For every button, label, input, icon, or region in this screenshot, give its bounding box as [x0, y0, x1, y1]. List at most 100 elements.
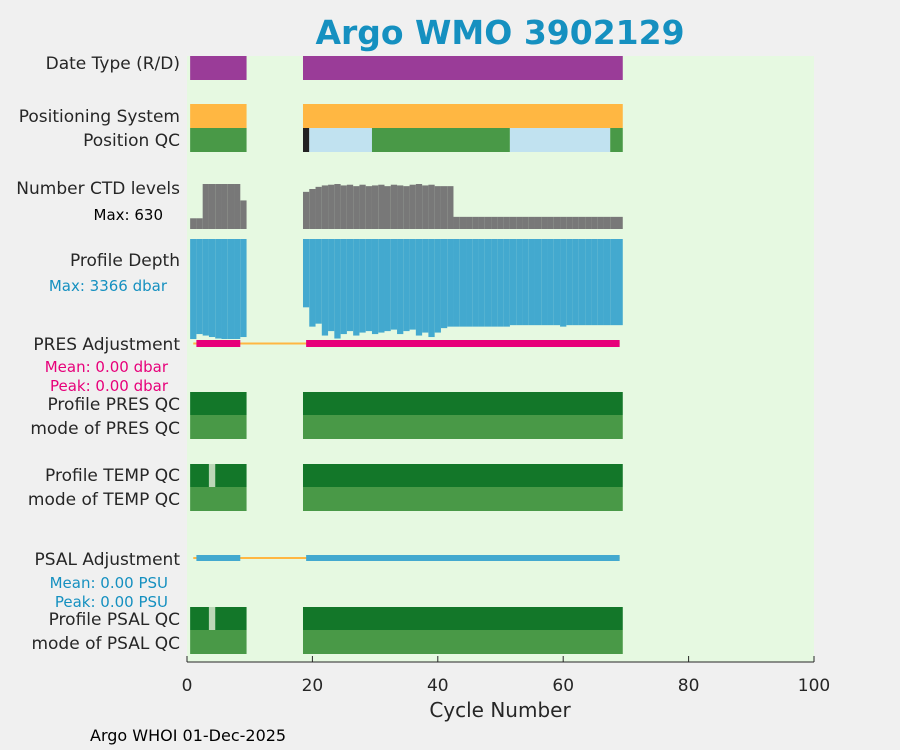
row-label-psal-adjustment: PSAL Adjustment — [35, 550, 181, 570]
row-label-profile-psal-qc: Profile PSAL QC — [49, 610, 180, 630]
position-qc-segment — [190, 128, 247, 152]
profile-depth-bar — [459, 239, 467, 327]
peak-label-pres-adjustment: Peak: 0.00 dbar — [50, 377, 169, 395]
row-label-position-qc: Position QC — [83, 131, 180, 151]
ctd-level-bar — [503, 216, 510, 229]
profile-depth-bar — [434, 239, 441, 333]
ctd-level-bar — [484, 216, 492, 229]
profile-psal-qc-segment — [190, 607, 209, 630]
profile-depth-bar — [428, 239, 435, 338]
profile-depth-bar — [516, 239, 523, 326]
ctd-level-bar — [365, 186, 372, 229]
row-label-profile-depth: Profile Depth — [70, 251, 180, 271]
profile-depth-bar — [221, 239, 228, 339]
ctd-level-bar — [478, 216, 485, 229]
profile-depth-bar — [390, 239, 398, 330]
ctd-level-bar — [202, 184, 209, 229]
profile-depth-bar — [603, 239, 611, 326]
profile-depth-bar — [585, 239, 592, 326]
profile-depth-bar — [403, 239, 410, 332]
data-marks — [190, 56, 623, 654]
profile-depth-bar — [572, 239, 579, 326]
profile-depth-bar — [315, 239, 322, 324]
profile-depth-bar — [321, 239, 329, 336]
ctd-level-bar — [315, 186, 322, 229]
ctd-level-bar — [208, 184, 216, 229]
profile-depth-bar — [503, 239, 510, 327]
ctd-level-bar — [591, 216, 598, 229]
profile-depth-bar — [365, 239, 372, 332]
profile-depth-bar — [541, 239, 548, 326]
ctd-level-bar — [309, 189, 316, 229]
ctd-level-bar — [415, 184, 423, 229]
x-tick-label: 80 — [678, 676, 700, 696]
ctd-level-bar — [522, 216, 529, 229]
profile-depth-bar — [440, 239, 448, 329]
mode-pres-qc-segment — [302, 415, 623, 439]
profile-depth-bar — [453, 239, 460, 327]
ctd-level-bar — [440, 186, 448, 229]
ctd-level-bar — [215, 184, 222, 229]
ctd-level-bar — [428, 184, 435, 229]
profile-depth-bar — [616, 239, 623, 326]
profile-depth-bar — [597, 239, 604, 326]
x-tick-label: 0 — [182, 676, 193, 696]
position-qc-segment — [610, 128, 623, 152]
profile-depth-bar — [560, 239, 567, 327]
row-label-mode-psal-qc: mode of PSAL QC — [31, 634, 180, 654]
ctd-level-bar — [516, 216, 523, 229]
profile-temp-qc-segment — [215, 464, 247, 487]
profile-depth-bar — [591, 239, 598, 326]
ctd-level-bar — [528, 216, 535, 229]
profile-depth-bar — [534, 239, 542, 326]
ctd-level-bar — [466, 216, 473, 229]
profile-depth-bar — [447, 239, 454, 327]
profile-depth-bar — [202, 239, 209, 336]
ctd-level-bar — [453, 216, 460, 229]
profile-depth-bar — [371, 239, 379, 335]
ctd-level-bar — [422, 185, 429, 229]
ctd-level-bar — [547, 216, 554, 229]
profile-temp-qc-segment — [208, 464, 216, 487]
date-type-segment — [302, 56, 623, 80]
ctd-level-bar — [572, 216, 579, 229]
ctd-level-bar — [328, 184, 335, 229]
profile-depth-bar — [522, 239, 529, 326]
profile-depth-bar — [578, 239, 586, 326]
position-qc-segment — [309, 128, 372, 152]
mean-label-psal-adjustment: Mean: 0.00 PSU — [50, 574, 168, 592]
ctd-level-bar — [541, 216, 548, 229]
position-qc-segment — [302, 128, 310, 152]
profile-depth-bar — [472, 239, 479, 327]
profile-psal-qc-segment — [215, 607, 247, 630]
ctd-level-bar — [603, 216, 611, 229]
row-label-profile-pres-qc: Profile PRES QC — [47, 395, 180, 415]
profile-psal-qc-segment — [302, 607, 623, 630]
ctd-level-bar — [390, 184, 398, 229]
profile-depth-bar — [566, 239, 573, 326]
ctd-level-bar — [384, 186, 391, 229]
profile-depth-bar — [302, 239, 310, 308]
ctd-level-bar — [378, 184, 385, 229]
row-label-mode-temp-qc: mode of TEMP QC — [28, 490, 180, 510]
x-tick-label: 20 — [302, 676, 324, 696]
profile-depth-bar — [466, 239, 473, 327]
mode-psal-qc-segment — [190, 630, 247, 654]
ctd-level-bar — [616, 216, 623, 229]
profile-temp-qc-segment — [190, 464, 209, 487]
ctd-level-bar — [560, 216, 567, 229]
profile-depth-bar — [208, 239, 216, 338]
footer-text: Argo WHOI 01-Dec-2025 — [90, 726, 286, 745]
row-label-date-type: Date Type (R/D) — [46, 54, 180, 74]
profile-pres-qc-segment — [190, 392, 247, 415]
ctd-level-bar — [346, 184, 354, 229]
profile-pres-qc-segment — [302, 392, 623, 415]
ctd-level-bar — [340, 185, 347, 229]
profile-depth-bar — [384, 239, 391, 332]
psal-adjustment-segment — [196, 555, 241, 561]
chart-title: Argo WMO 3902129 — [315, 13, 684, 52]
x-axis-label: Cycle Number — [429, 698, 571, 722]
ctd-level-bar — [553, 216, 561, 229]
profile-depth-bar — [234, 239, 241, 339]
